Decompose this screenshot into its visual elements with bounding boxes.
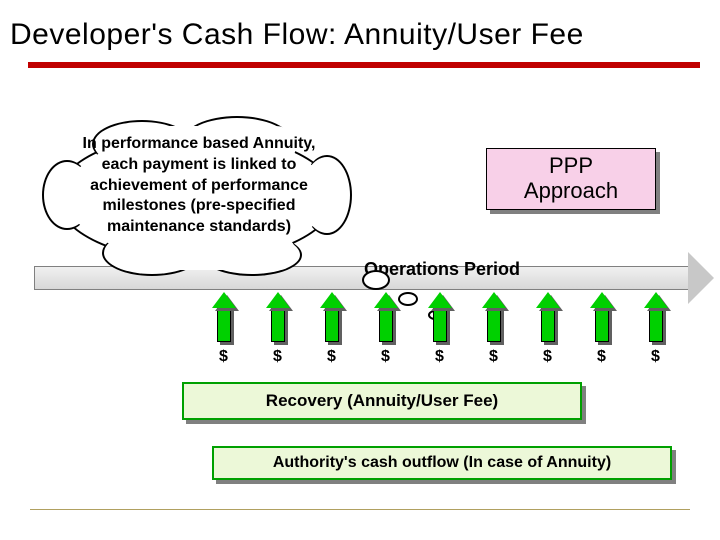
cashflow-arrow-icon [646, 292, 666, 342]
dollar-label: $ [489, 348, 498, 366]
cashflow-arrow-icon [214, 292, 234, 342]
cashflow-arrow-icon [484, 292, 504, 342]
timeline-arrowhead-icon [688, 252, 714, 304]
dollar-label: $ [435, 348, 444, 366]
authority-outflow-box: Authority's cash outflow (In case of Ann… [212, 446, 672, 480]
dollar-label: $ [273, 348, 282, 366]
cashflow-arrow-icon [268, 292, 288, 342]
footer-divider [30, 509, 690, 510]
cashflow-arrow-icon [538, 292, 558, 342]
cloud-callout: In performance based Annuity, each payme… [52, 120, 342, 280]
dollar-label: $ [381, 348, 390, 366]
dollar-label: $ [597, 348, 606, 366]
cloud-puff-icon [362, 270, 390, 290]
cashflow-arrow-icon [592, 292, 612, 342]
cashflow-arrow-icon [376, 292, 396, 342]
cashflow-arrow-icon [322, 292, 342, 342]
cloud-puff-icon [398, 292, 418, 306]
cashflow-arrow-icon [430, 292, 450, 342]
ppp-line1: PPP [487, 153, 655, 178]
cloud-text: In performance based Annuity, each payme… [76, 134, 322, 238]
dollar-label: $ [543, 348, 552, 366]
title-underline [28, 62, 700, 68]
dollar-label: $ [219, 348, 228, 366]
dollar-label: $ [651, 348, 660, 366]
ppp-line2: Approach [487, 178, 655, 203]
page-title: Developer's Cash Flow: Annuity/User Fee [0, 0, 720, 52]
dollar-label: $ [327, 348, 336, 366]
recovery-box: Recovery (Annuity/User Fee) [182, 382, 582, 420]
ppp-approach-box: PPP Approach [486, 148, 656, 210]
